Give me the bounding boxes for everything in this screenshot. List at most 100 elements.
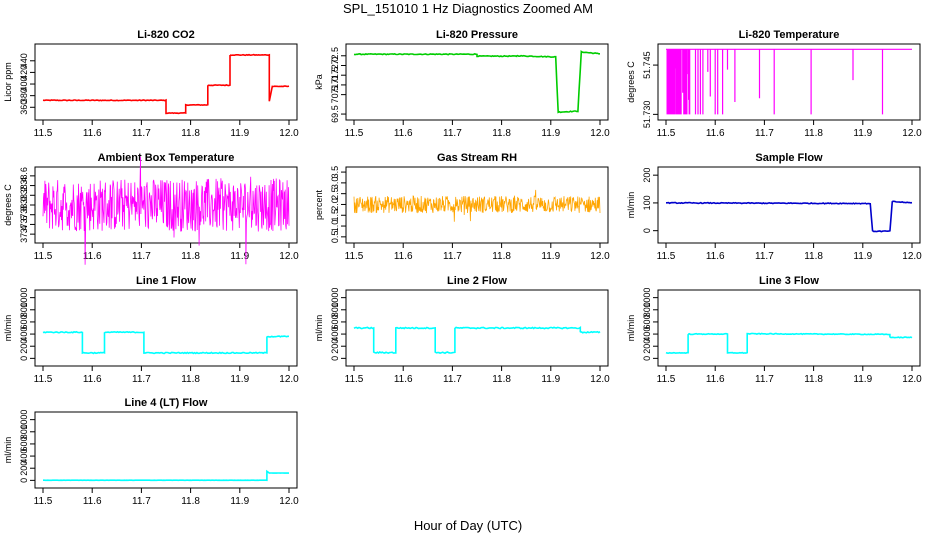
y-tick-label: 800 — [19, 302, 29, 317]
y-tick-label: 37.8 — [19, 206, 29, 224]
x-tick-label: 12.0 — [902, 128, 922, 139]
series-line — [665, 332, 913, 355]
series-line — [666, 200, 913, 233]
series-line — [42, 330, 289, 355]
x-tick-label: 11.7 — [755, 251, 774, 262]
x-tick-label: 12.0 — [590, 251, 610, 262]
x-tick-label: 11.9 — [230, 496, 249, 507]
x-tick-label: 11.7 — [132, 374, 151, 385]
x-tick-label: 12.0 — [902, 374, 922, 385]
x-tick-label: 11.6 — [706, 128, 725, 139]
y-axis-label: ml/min — [314, 315, 324, 342]
panel-title: Gas Stream RH — [437, 152, 517, 164]
panel-title: Ambient Box Temperature — [98, 152, 235, 164]
y-tick-label: 1.5 — [330, 209, 340, 222]
plot-frame — [345, 43, 609, 121]
x-tick-label: 11.5 — [345, 374, 364, 385]
y-tick-label: 440 — [19, 53, 29, 68]
x-tick-label: 11.6 — [706, 251, 725, 262]
x-tick-label: 12.0 — [279, 128, 299, 139]
x-tick-label: 11.8 — [181, 496, 200, 507]
x-tick-label: 11.6 — [394, 251, 413, 262]
panel-title: Li-820 CO2 — [137, 29, 194, 41]
y-axis-label: degrees C — [3, 184, 13, 226]
y-tick-label: 420 — [19, 65, 29, 80]
y-axis-label: ml/min — [626, 192, 636, 219]
x-tick-label: 11.8 — [181, 128, 200, 139]
chart-panel: Sample Flow ml/min 11.5 11.6 11.7 11.8 11.9 12.… — [626, 152, 922, 262]
plot-frame — [34, 411, 298, 489]
x-tick-label: 11.8 — [492, 128, 511, 139]
x-tick-label: 11.6 — [83, 251, 102, 262]
x-tick-label: 11.9 — [853, 128, 872, 139]
x-tick-label: 12.0 — [279, 251, 299, 262]
y-tick-label: 38.2 — [19, 187, 29, 205]
y-tick-label: 400 — [19, 449, 29, 464]
chart-panel: Li-820 Temperature degrees C 11.5 11.6 11.7 1… — [626, 29, 922, 139]
chart-panel: Line 1 Flow ml/min 11.5 11.6 11.7 11.8 11.9 12.… — [3, 275, 299, 385]
x-tick-label: 11.9 — [853, 251, 872, 262]
y-tick-label: 400 — [19, 77, 29, 92]
y-tick-label: 1000 — [642, 288, 652, 308]
y-tick-label: 800 — [642, 302, 652, 317]
plot-frame — [34, 289, 298, 367]
y-tick-label: 800 — [19, 424, 29, 439]
chart-panel: Ambient Box Temperature degrees C 11.5 11.6… — [3, 152, 299, 265]
y-tick-label: 38.6 — [19, 167, 29, 185]
plot-frame — [657, 166, 921, 244]
y-tick-label: 200 — [642, 339, 652, 354]
x-tick-label: 11.8 — [804, 374, 823, 385]
x-tick-label: 11.9 — [541, 374, 560, 385]
y-tick-label: 38.4 — [19, 177, 29, 195]
y-tick-label: 72.5 — [330, 47, 340, 65]
y-tick-label: 1000 — [19, 410, 29, 430]
y-tick-label: 600 — [19, 436, 29, 451]
x-tick-label: 11.5 — [657, 251, 676, 262]
x-tick-label: 11.8 — [181, 374, 200, 385]
x-tick-label: 11.7 — [443, 128, 462, 139]
y-tick-label: 38.0 — [19, 196, 29, 214]
x-tick-label: 11.9 — [230, 374, 249, 385]
series-line — [43, 469, 289, 482]
y-tick-label: 200 — [330, 339, 340, 354]
x-tick-label: 11.7 — [755, 374, 774, 385]
y-tick-label: 1.0 — [330, 220, 340, 233]
figure-title: SPL_151010 1 Hz Diagnostics Zoomed AM — [342, 1, 594, 16]
x-tick-label: 12.0 — [279, 496, 299, 507]
y-tick-label: 0 — [19, 356, 29, 361]
y-tick-label: 37.6 — [19, 216, 29, 234]
y-tick-label: 200 — [19, 339, 29, 354]
x-tick-label: 11.7 — [132, 496, 151, 507]
y-tick-label: 400 — [642, 327, 652, 342]
y-tick-label: 71.0 — [330, 76, 340, 94]
chart-panel: Line 2 Flow ml/min 11.5 11.6 11.7 11.8 11.9 12.… — [314, 275, 610, 385]
panel-title: Line 1 Flow — [136, 275, 196, 287]
y-tick-label: 0 — [19, 478, 29, 483]
series-line — [42, 156, 290, 265]
x-tick-label: 11.6 — [83, 496, 102, 507]
panel-title: Li-820 Temperature — [739, 29, 840, 41]
y-tick-label: 600 — [642, 314, 652, 329]
figure-x-axis-label: Hour of Day (UTC) — [413, 518, 523, 533]
panel-title: Li-820 Pressure — [436, 29, 518, 41]
series-line — [666, 48, 912, 115]
panel-title: Line 3 Flow — [759, 275, 819, 287]
x-tick-label: 11.8 — [492, 374, 511, 385]
y-tick-label: 0 — [330, 356, 340, 361]
x-tick-label: 11.6 — [83, 128, 102, 139]
y-tick-label: 2.0 — [330, 198, 340, 211]
y-tick-label: 51.730 — [642, 101, 652, 129]
y-tick-label: 3.5 — [330, 166, 340, 179]
x-tick-label: 11.5 — [657, 374, 676, 385]
chart-panel: Line 3 Flow ml/min 11.5 11.6 11.7 11.8 11.9 12.… — [626, 275, 922, 385]
x-tick-label: 11.8 — [804, 128, 823, 139]
y-tick-label: 71.5 — [330, 66, 340, 84]
x-tick-label: 11.9 — [230, 251, 249, 262]
panel-title: Line 2 Flow — [447, 275, 507, 287]
y-tick-label: 2.5 — [330, 187, 340, 200]
x-tick-label: 11.6 — [83, 374, 102, 385]
x-tick-label: 11.5 — [34, 496, 53, 507]
y-tick-label: 360 — [19, 100, 29, 115]
y-tick-label: 600 — [330, 314, 340, 329]
chart-panel: Li-820 CO2 Licor ppm 11.5 11.6 11.7 11.8 11.9 1… — [3, 29, 299, 139]
